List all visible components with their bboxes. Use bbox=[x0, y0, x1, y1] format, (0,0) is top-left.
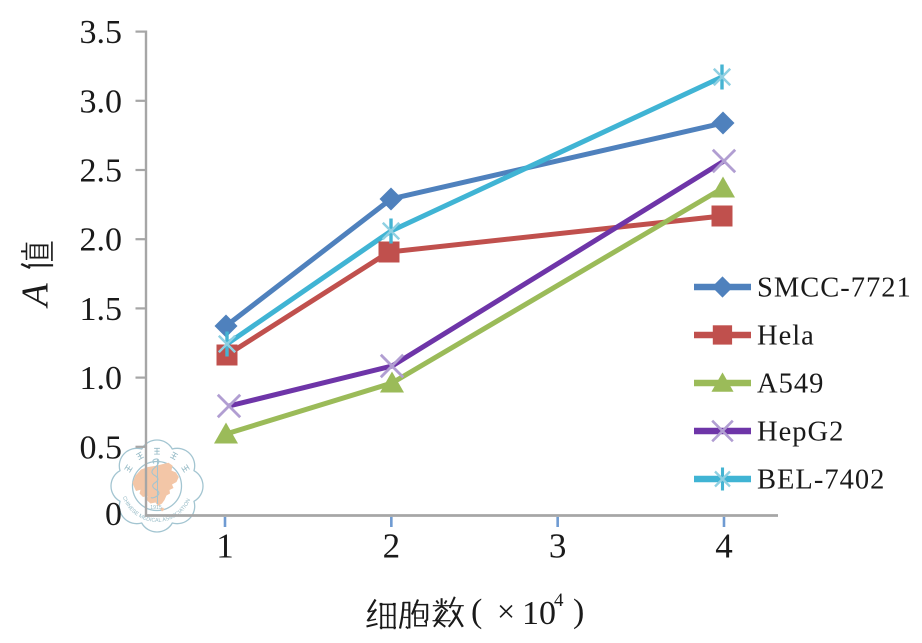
svg-text:1915: 1915 bbox=[150, 505, 162, 511]
svg-text:3.0: 3.0 bbox=[80, 83, 123, 120]
svg-text:3.5: 3.5 bbox=[80, 14, 123, 51]
svg-text:0.5: 0.5 bbox=[80, 429, 123, 466]
svg-text:): ) bbox=[573, 593, 584, 630]
svg-text:1: 1 bbox=[216, 527, 234, 566]
svg-text:HepG2: HepG2 bbox=[757, 417, 844, 448]
svg-text:4: 4 bbox=[554, 590, 564, 611]
svg-text:3: 3 bbox=[549, 527, 567, 566]
svg-text:BEL-7402: BEL-7402 bbox=[757, 465, 885, 496]
svg-text:×: × bbox=[497, 593, 515, 629]
svg-text:1.0: 1.0 bbox=[80, 360, 123, 397]
svg-text:Hela: Hela bbox=[757, 321, 815, 352]
svg-text:4: 4 bbox=[715, 527, 733, 566]
svg-text:SMCC-7721: SMCC-7721 bbox=[757, 273, 912, 304]
svg-text:10: 10 bbox=[522, 595, 556, 632]
svg-text:0: 0 bbox=[105, 496, 122, 533]
svg-text:2.5: 2.5 bbox=[80, 153, 123, 190]
svg-text:2: 2 bbox=[383, 527, 401, 566]
svg-text:2.0: 2.0 bbox=[80, 222, 123, 259]
svg-text:A: A bbox=[15, 283, 57, 310]
svg-text:(: ( bbox=[471, 593, 482, 630]
svg-text:1.5: 1.5 bbox=[80, 291, 123, 328]
svg-text:A549: A549 bbox=[757, 369, 824, 400]
